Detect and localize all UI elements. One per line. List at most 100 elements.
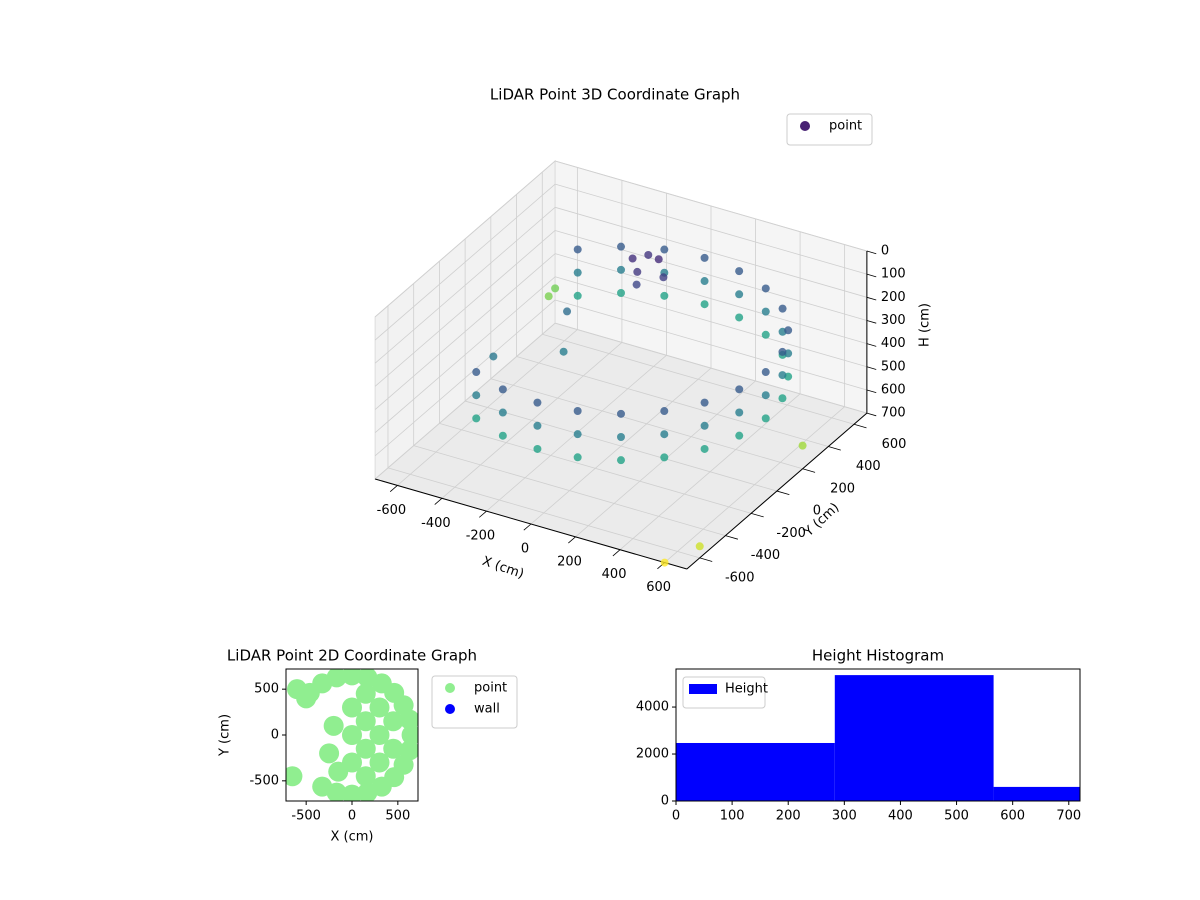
tick-mark — [866, 296, 877, 301]
data-point — [498, 385, 507, 394]
data-point — [401, 725, 418, 745]
data-point — [660, 407, 669, 416]
bar — [834, 675, 994, 801]
data-point — [778, 304, 787, 313]
data-point — [761, 307, 770, 316]
x-tick-label: 400 — [602, 567, 627, 582]
x-tick-label: 600 — [646, 580, 671, 595]
y-tick-label: -400 — [751, 548, 781, 563]
data-point — [563, 307, 572, 316]
x-tick-label: 0 — [521, 541, 529, 556]
tick-mark — [612, 549, 621, 557]
axis-line — [686, 412, 868, 570]
bar — [676, 742, 835, 801]
data-point — [342, 725, 362, 745]
data-point — [326, 782, 347, 801]
y-tick-label: 0 — [813, 504, 821, 519]
x-tick-label: 400 — [888, 809, 913, 824]
tick-mark — [751, 512, 764, 518]
data-point — [544, 292, 553, 301]
x-tick-label: -600 — [377, 503, 407, 518]
data-point — [761, 391, 770, 400]
axis-line — [374, 478, 688, 570]
x-tick-label: 100 — [720, 809, 745, 824]
grid-line — [555, 253, 867, 345]
data-point — [342, 697, 362, 718]
data-point — [700, 300, 709, 309]
x-tick-label: 0 — [348, 809, 356, 824]
data-point — [399, 740, 418, 761]
data-point — [617, 265, 626, 274]
data-point — [700, 421, 709, 430]
data-point — [700, 444, 709, 453]
tick-mark — [776, 490, 790, 496]
chart-title: LiDAR Point 3D Coordinate Graph — [490, 86, 740, 104]
tick-mark — [389, 485, 398, 492]
x-tick-label: 600 — [1000, 809, 1025, 824]
tick-mark — [866, 250, 877, 255]
data-point — [660, 453, 669, 462]
data-point — [355, 683, 376, 704]
data-point — [498, 431, 507, 440]
y-tick-label: 0 — [271, 728, 279, 743]
data-point — [778, 371, 787, 380]
grid-line — [516, 356, 829, 447]
data-point — [616, 409, 625, 418]
grid-line — [555, 206, 867, 298]
grid-line — [439, 422, 752, 514]
data-point — [761, 368, 770, 377]
chart-title: Height Histogram — [812, 647, 944, 665]
tick-mark — [568, 536, 576, 544]
data-point — [660, 245, 669, 254]
z-tick-label: 300 — [881, 313, 906, 328]
data-point — [695, 542, 704, 551]
grid-line — [490, 378, 803, 470]
data-point — [644, 250, 653, 259]
data-point — [761, 414, 770, 423]
data-point — [472, 414, 481, 423]
y-tick-label: 200 — [830, 481, 855, 496]
y-axis-label: Y (cm) — [218, 714, 233, 757]
x-tick-label: 500 — [385, 809, 410, 824]
z-tick-label: 100 — [881, 267, 906, 282]
data-point — [735, 290, 744, 299]
data-point — [573, 291, 582, 300]
grid-line — [374, 253, 556, 410]
legend-swatch — [689, 684, 717, 694]
y-tick-label: -600 — [725, 570, 755, 585]
grid-line — [374, 276, 556, 433]
data-point — [533, 444, 542, 453]
legend-marker — [800, 121, 810, 131]
z-tick-label: 700 — [881, 406, 906, 421]
tick-mark — [725, 535, 739, 540]
data-point — [383, 738, 404, 759]
tick-mark — [479, 510, 487, 518]
grid-line — [555, 322, 867, 414]
data-point — [700, 277, 709, 286]
grid-line — [555, 183, 867, 275]
data-point — [296, 688, 317, 709]
legend-box — [786, 113, 873, 146]
x-tick-label: -500 — [291, 809, 321, 824]
z-tick-label: 500 — [881, 359, 906, 374]
x-axis-label: X (cm) — [331, 830, 374, 845]
z-tick-label: 400 — [881, 336, 906, 351]
data-point — [761, 284, 770, 293]
data-point — [533, 398, 542, 407]
chart-title: LiDAR Point 2D Coordinate Graph — [227, 647, 477, 665]
legend-label: point — [474, 681, 507, 696]
data-point — [559, 347, 568, 356]
y-tick-label: 600 — [882, 437, 907, 452]
legend-label: wall — [474, 702, 500, 717]
grid-line — [374, 322, 556, 480]
data-point — [617, 289, 626, 298]
data-point — [369, 725, 390, 745]
data-point — [616, 432, 625, 441]
data-point — [573, 245, 582, 254]
tick-mark — [866, 320, 877, 324]
z-tick-label: 600 — [881, 382, 906, 397]
data-point — [660, 291, 669, 300]
data-point — [700, 253, 709, 262]
y-tick-label: 0 — [661, 794, 669, 809]
data-point — [573, 268, 582, 277]
